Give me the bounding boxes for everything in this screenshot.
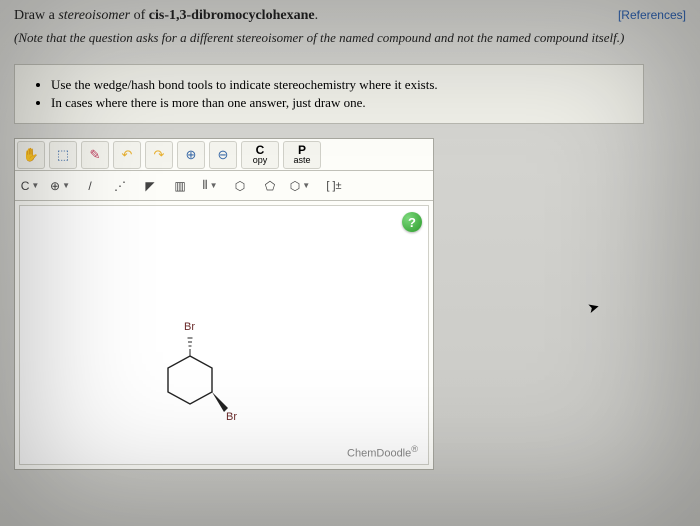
charge-button[interactable]: [ ]±: [317, 174, 351, 198]
drawing-canvas[interactable]: ? Br Br: [19, 205, 429, 465]
element-picker[interactable]: C▼: [17, 174, 43, 198]
prompt-title: Draw a stereoisomer of cis-1,3-dibromocy…: [14, 8, 318, 24]
zoom-out-button[interactable]: ⊖: [209, 141, 237, 169]
molecule-structure: Br Br: [150, 316, 250, 431]
br1-label: Br: [184, 321, 195, 333]
compound-name: cis-1,3-dibromocyclohexane: [149, 8, 315, 23]
toolbar-bond: C▼ ⊕▼ / ⋰ ◤ ▥ ⫴▼ ⬡ ⬠ ⬡▼ [ ]±: [15, 171, 433, 201]
triple-bond-button[interactable]: ⫴▼: [197, 174, 223, 198]
instruction-box: Use the wedge/hash bond tools to indicat…: [14, 64, 644, 124]
title-stereo: stereoisomer: [58, 8, 130, 23]
chevron-down-icon: ▼: [302, 181, 310, 190]
plus-icon: ⊕: [50, 179, 60, 193]
wedge-bond-button[interactable]: ◤: [137, 174, 163, 198]
title-suffix: .: [315, 8, 319, 23]
erase-tool-button[interactable]: ✎: [81, 141, 109, 169]
help-button[interactable]: ?: [402, 212, 422, 232]
paste-button[interactable]: P aste: [283, 141, 321, 169]
hash-bond-button[interactable]: ▥: [167, 174, 193, 198]
hand-tool-button[interactable]: ✋: [17, 141, 45, 169]
title-prefix: Draw a: [14, 8, 58, 23]
element-label: C: [21, 179, 30, 193]
chevron-down-icon: ▼: [62, 181, 70, 190]
paste-label-bot: aste: [293, 156, 310, 165]
references-link[interactable]: [References]: [618, 8, 686, 22]
pentagon-ring-button[interactable]: ⬠: [257, 174, 283, 198]
copy-label-bot: opy: [253, 156, 268, 165]
redo-button[interactable]: ↷: [145, 141, 173, 169]
lasso-tool-button[interactable]: ⬚: [49, 141, 77, 169]
single-bond-button[interactable]: /: [77, 174, 103, 198]
question-note: (Note that the question asks for a diffe…: [14, 30, 686, 46]
triple-icon: ⫴: [203, 178, 208, 193]
instruction-item: Use the wedge/hash bond tools to indicat…: [51, 77, 625, 93]
toolbar-top: ✋ ⬚ ✎ ↶ ↷ ⊕ ⊖ C opy P aste: [15, 139, 433, 171]
add-atom-button[interactable]: ⊕▼: [47, 174, 73, 198]
undo-button[interactable]: ↶: [113, 141, 141, 169]
benzene-ring-button[interactable]: ⬡▼: [287, 174, 313, 198]
dotted-bond-button[interactable]: ⋰: [107, 174, 133, 198]
copy-button[interactable]: C opy: [241, 141, 279, 169]
chem-editor: ✋ ⬚ ✎ ↶ ↷ ⊕ ⊖ C opy P aste C▼ ⊕▼ / ⋰: [14, 138, 434, 470]
benzene-icon: ⬡: [290, 179, 300, 193]
chemdoodle-brand: ChemDoodle®: [347, 444, 418, 460]
title-mid: of: [130, 8, 149, 23]
chevron-down-icon: ▼: [210, 181, 218, 190]
hexagon-ring-button[interactable]: ⬡: [227, 174, 253, 198]
chevron-down-icon: ▼: [31, 181, 39, 190]
br2-label: Br: [226, 411, 237, 423]
instruction-item: In cases where there is more than one an…: [51, 95, 625, 111]
zoom-in-button[interactable]: ⊕: [177, 141, 205, 169]
